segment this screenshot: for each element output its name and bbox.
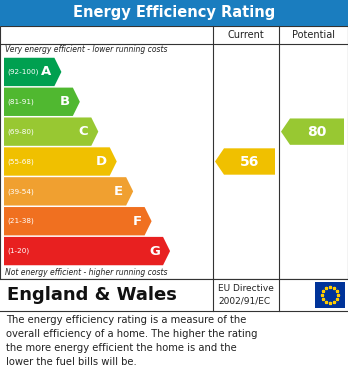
Text: A: A [41,65,52,79]
Text: (21-38): (21-38) [7,218,34,224]
Text: England & Wales: England & Wales [7,286,177,304]
Text: F: F [133,215,142,228]
Text: G: G [149,245,160,258]
Text: Current: Current [228,30,264,40]
Text: Energy Efficiency Rating: Energy Efficiency Rating [73,5,275,20]
Bar [315,282,345,308]
Text: Not energy efficient - higher running costs: Not energy efficient - higher running co… [5,268,167,277]
Text: (1-20): (1-20) [7,248,29,254]
Text: (69-80): (69-80) [7,128,34,135]
Polygon shape [215,148,275,175]
Bar [0,0,348,26]
Polygon shape [4,177,133,206]
Polygon shape [281,118,344,145]
Text: C: C [79,125,88,138]
Text: Potential: Potential [292,30,335,40]
Bar [0,279,348,311]
Polygon shape [4,58,61,86]
Polygon shape [4,88,80,116]
Text: (81-91): (81-91) [7,99,34,105]
Text: E: E [114,185,123,198]
Polygon shape [4,117,98,146]
Polygon shape [4,237,170,265]
Polygon shape [4,147,117,176]
Text: 80: 80 [307,125,327,139]
Text: The energy efficiency rating is a measure of the
overall efficiency of a home. T: The energy efficiency rating is a measur… [6,315,258,367]
Text: EU Directive
2002/91/EC: EU Directive 2002/91/EC [218,284,274,306]
Text: B: B [60,95,70,108]
Text: Very energy efficient - lower running costs: Very energy efficient - lower running co… [5,45,167,54]
Text: (39-54): (39-54) [7,188,34,195]
Text: 56: 56 [240,154,259,169]
Bar [0,26,348,279]
Text: D: D [96,155,107,168]
Text: (55-68): (55-68) [7,158,34,165]
Bar [0,311,348,391]
Polygon shape [4,207,152,235]
Text: (92-100): (92-100) [7,69,38,75]
